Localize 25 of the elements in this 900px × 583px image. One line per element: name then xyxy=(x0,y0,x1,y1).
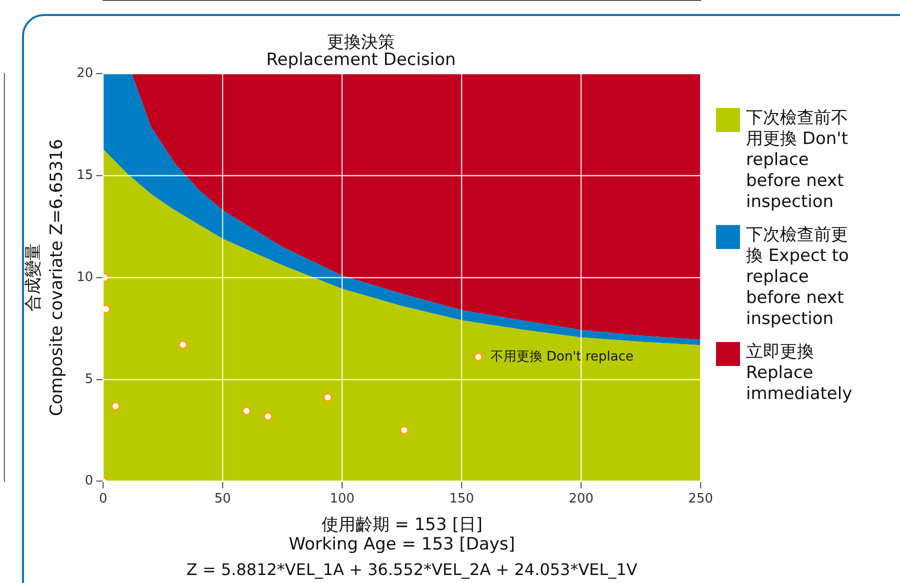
point xyxy=(110,401,121,412)
point xyxy=(322,392,333,402)
y-axis-title: 合成變量 Composite covariate Z=6.65316 xyxy=(23,138,68,416)
y-tick-label: 10 xyxy=(76,270,94,285)
chart-title: 更換決策 Replacement Decision xyxy=(266,32,456,70)
x-axis-title: 使用齡期 = 153 [日] Working Age = 153 [Days] xyxy=(288,515,515,555)
point xyxy=(473,352,484,362)
point xyxy=(263,411,274,422)
x-tick-label: 100 xyxy=(330,491,355,506)
x-tick-label: 150 xyxy=(449,491,474,506)
legend-label: 下次檢查前不用更換 Don't replace before next inspection xyxy=(746,108,850,213)
legend-label: 下次檢查前更換 Expect to replace before next inspection xyxy=(746,225,850,330)
text: Z = 5.8812*VEL_1A + 36.552*VEL_2A + 24.053*VEL_1V xyxy=(186,560,638,580)
point xyxy=(178,340,188,350)
legend-label: 立即更換 Replace immediately xyxy=(746,342,854,405)
x-tick-label: 0 xyxy=(99,491,108,506)
y-tick-label: 15 xyxy=(76,168,94,183)
y-tick-label: 5 xyxy=(84,372,94,387)
y-tick-label: 20 xyxy=(76,66,94,82)
point xyxy=(242,406,252,416)
x-tick-label: 200 xyxy=(568,491,594,506)
x-tick-label: 250 xyxy=(688,491,714,506)
x-tick-label: 50 xyxy=(214,491,231,506)
point xyxy=(399,425,410,436)
y-tick-label: 0 xyxy=(84,474,94,489)
